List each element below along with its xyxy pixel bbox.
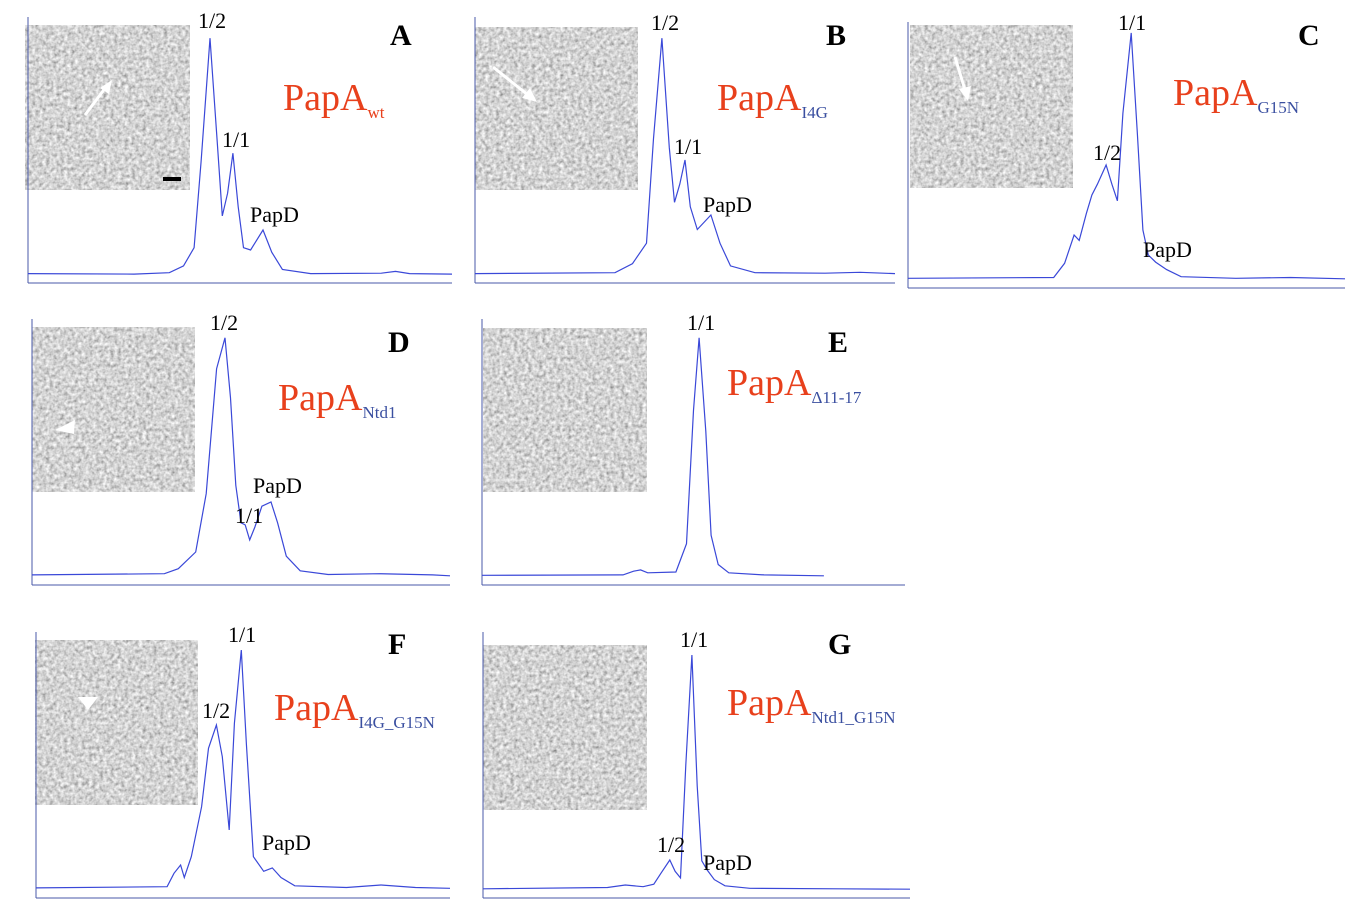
panel-letter: B [826, 19, 846, 52]
peak-label: 1/2 [1093, 140, 1121, 165]
scale-bar [163, 177, 181, 181]
panel-subscript: Ntd1_G15N [811, 708, 895, 727]
micrograph [32, 327, 195, 492]
peak-label: 1/1 [687, 310, 715, 335]
peak-label: PapD [262, 830, 311, 855]
insets [25, 25, 1073, 810]
panel-letter: A [390, 19, 412, 52]
peak-label: 1/2 [657, 832, 685, 857]
peak-label: PapD [703, 192, 752, 217]
peak-label: 1/1 [674, 134, 702, 159]
peak-label: 1/1 [235, 503, 263, 528]
panel-title: PapA [717, 77, 802, 119]
panel-subscript: wt [367, 103, 384, 122]
panel-title: PapA [278, 377, 363, 419]
panel-letter: E [828, 326, 848, 359]
micrograph [35, 640, 198, 805]
peak-label: PapD [250, 202, 299, 227]
panel-letter: D [388, 326, 410, 359]
panel-subscript: G15N [1257, 98, 1299, 117]
peak-label: PapD [1143, 237, 1192, 262]
peak-label: 1/2 [202, 698, 230, 723]
peak-label: 1/1 [680, 627, 708, 652]
panel-letter: F [388, 628, 406, 661]
micrograph [483, 645, 647, 810]
panel-letter: G [828, 628, 851, 661]
peak-label: 1/1 [222, 127, 250, 152]
panel-subscript: I4G_G15N [358, 713, 435, 732]
micrograph [25, 25, 190, 190]
panel-title: PapA [727, 362, 812, 404]
panel-subscript: I4G [801, 103, 827, 122]
peak-label: 1/1 [228, 622, 256, 647]
panel-title: PapA [274, 687, 359, 729]
peak-label: 1/1 [1118, 10, 1146, 35]
panel-title: PapA [1173, 72, 1258, 114]
peak-label: PapD [703, 850, 752, 875]
panel-title: PapA [727, 682, 812, 724]
micrograph [910, 25, 1073, 188]
peak-label: PapD [253, 473, 302, 498]
panel-title: PapA [283, 77, 368, 119]
peak-label: 1/2 [210, 310, 238, 335]
peak-label: 1/2 [198, 8, 226, 33]
panel-subscript: Ntd1 [362, 403, 396, 422]
peak-label: 1/2 [651, 10, 679, 35]
panel-letter: C [1298, 19, 1320, 52]
micrograph [483, 328, 647, 492]
micrograph [475, 27, 638, 190]
figure: APapAwt1/21/1PapDBPapAI4G1/21/1PapDCPapA… [0, 0, 1351, 905]
panel-subscript: Δ11-17 [811, 388, 861, 407]
